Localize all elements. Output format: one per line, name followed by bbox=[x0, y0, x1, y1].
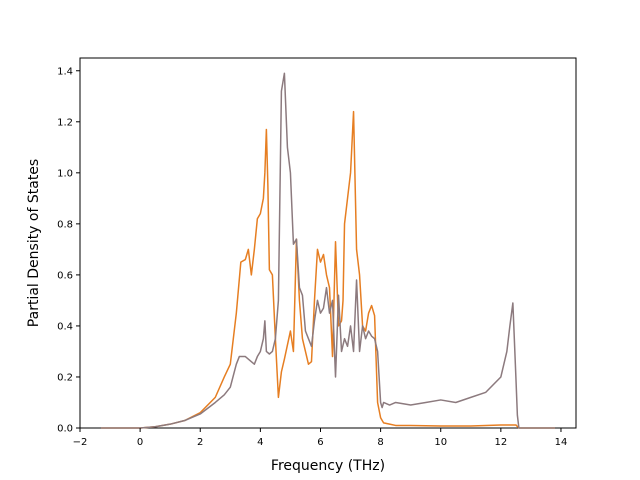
y-tick-label: 1.2 bbox=[57, 117, 73, 128]
y-tick-label: 1.0 bbox=[57, 168, 73, 179]
x-tick-label: 10 bbox=[434, 437, 447, 448]
x-tick-label: 0 bbox=[137, 437, 143, 448]
series-layer bbox=[101, 72, 555, 429]
x-tick-label: 4 bbox=[257, 437, 263, 448]
y-axis-label: Partial Density of States bbox=[26, 159, 42, 327]
y-tick-label: 0.8 bbox=[57, 219, 73, 230]
x-tick-label: −2 bbox=[73, 437, 88, 448]
x-axis-ticks: −2 0 2 4 6 8 10 12 14 bbox=[73, 428, 568, 448]
x-tick-label: 12 bbox=[494, 437, 507, 448]
y-axis-ticks: 0.0 0.2 0.4 0.6 0.8 1.0 1.2 1.4 bbox=[57, 66, 80, 435]
x-tick-label: 2 bbox=[197, 437, 203, 448]
series-line-2 bbox=[101, 72, 555, 429]
y-tick-label: 0.2 bbox=[57, 372, 73, 383]
series-line-1 bbox=[101, 110, 555, 429]
x-tick-label: 8 bbox=[377, 437, 383, 448]
plot-area-frame bbox=[79, 57, 577, 429]
y-tick-label: 0.6 bbox=[57, 270, 73, 281]
x-tick-label: 6 bbox=[317, 437, 323, 448]
x-axis-label: Frequency (THz) bbox=[271, 458, 385, 474]
x-tick-label: 14 bbox=[555, 437, 568, 448]
y-tick-label: 1.4 bbox=[57, 66, 73, 77]
y-tick-label: 0.0 bbox=[57, 424, 73, 435]
y-tick-label: 0.4 bbox=[57, 321, 73, 332]
